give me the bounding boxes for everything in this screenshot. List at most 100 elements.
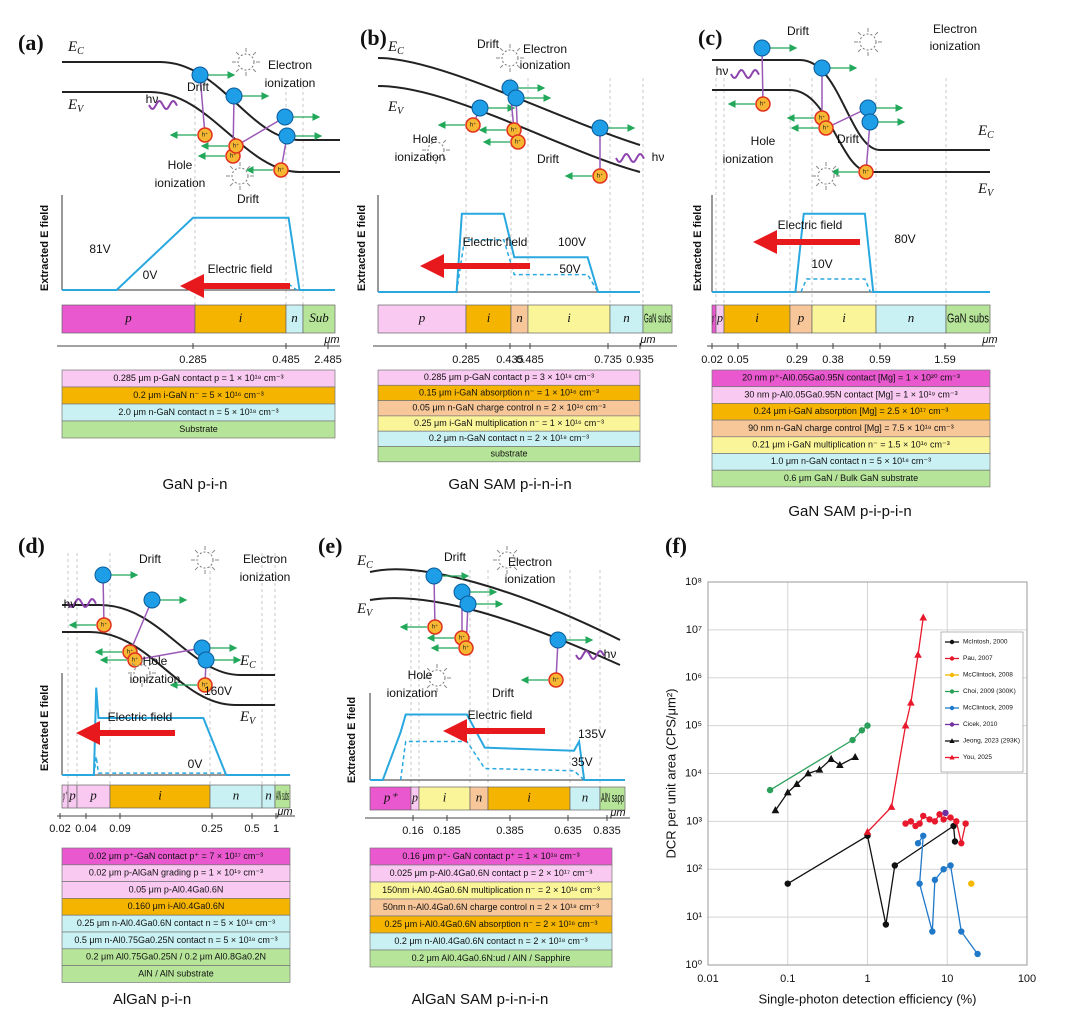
table-row xyxy=(369,949,613,968)
field-label: Electric field xyxy=(208,262,273,276)
carrier-link xyxy=(134,647,203,661)
electron xyxy=(191,66,209,84)
panel-caption: GaN p-i-n xyxy=(162,476,227,493)
hole xyxy=(858,164,874,180)
position-tick-label: 0.835 xyxy=(593,825,621,837)
position-tick-label: 0.285 xyxy=(179,354,207,366)
band-annotation: hν xyxy=(716,64,729,78)
electron xyxy=(143,591,161,609)
data-point xyxy=(929,928,936,935)
hole-symbol: h⁺ xyxy=(819,115,826,122)
band-annotation: hν xyxy=(652,150,665,164)
band-subscript: V xyxy=(77,104,85,115)
band-annotation: Electron xyxy=(933,22,977,36)
band-symbol: E xyxy=(67,97,77,113)
y-tick-label: 10⁸ xyxy=(685,576,702,588)
ionization-ray xyxy=(235,51,240,56)
ionization-event xyxy=(231,167,249,185)
data-point xyxy=(920,812,927,820)
hole xyxy=(96,617,112,633)
position-tick-label: 0.285 xyxy=(452,354,480,366)
band-annotation: Electron xyxy=(523,42,567,56)
field-profile-low xyxy=(800,278,872,293)
field-profile-low xyxy=(455,239,599,293)
table-row-text: 0.02 μm p-AlGaN grading p = 1 × 10¹⁹ cm⁻… xyxy=(89,868,263,878)
layer-label: p xyxy=(68,787,76,802)
data-point xyxy=(958,928,965,935)
x-axis-label: Single-photon detection efficiency (%) xyxy=(759,991,977,1006)
table-row-text: 0.2 μm i-GaN n⁻ = 5 × 10¹⁶ cm⁻³ xyxy=(133,390,263,400)
table-row-text: Substrate xyxy=(179,424,218,434)
layer-label: GaN subs xyxy=(644,310,671,325)
band-annotation: ionization xyxy=(930,39,981,53)
hole-symbol: h⁺ xyxy=(127,649,134,656)
carrier-link xyxy=(129,599,153,653)
ionization-ray xyxy=(499,47,504,52)
data-point xyxy=(858,727,866,734)
data-point xyxy=(962,820,969,827)
ionization-ray xyxy=(496,549,501,554)
legend-marker xyxy=(949,689,955,694)
data-point xyxy=(827,754,835,762)
y-tick-label: 10¹ xyxy=(686,911,702,923)
ionization-ray xyxy=(425,156,430,161)
data-point xyxy=(882,921,890,928)
layer-label: i xyxy=(567,310,571,325)
band-annotation: ionization xyxy=(155,176,206,190)
field-label: 80V xyxy=(894,232,915,246)
data-point xyxy=(864,722,871,729)
x-tick-label: 0.1 xyxy=(780,973,795,985)
data-point xyxy=(849,736,856,744)
field-label: 100V xyxy=(558,235,586,249)
x-tick-label: 0.01 xyxy=(697,973,718,985)
position-unit: μm xyxy=(276,806,292,818)
layer-label: i xyxy=(239,310,243,325)
hole-symbol: h⁺ xyxy=(432,624,439,631)
hole-symbol: h⁺ xyxy=(823,125,830,132)
position-tick-label: 0.485 xyxy=(516,354,544,366)
field-profile xyxy=(378,212,640,293)
position-tick-label: 0.05 xyxy=(727,354,748,366)
position-tick-label: 1 xyxy=(273,823,279,835)
band-label: EV xyxy=(239,709,257,727)
layer xyxy=(723,304,791,334)
position-tick-label: 0.435 xyxy=(496,354,524,366)
table-row-text: 0.24 μm i-GaN absorption [Mg] = 2.5 × 10… xyxy=(754,406,949,416)
position-tick-label: 0.485 xyxy=(272,354,300,366)
ionization-ray xyxy=(131,679,136,684)
hole-symbol: h⁺ xyxy=(202,682,209,689)
legend-label: McIntosh, 2000 xyxy=(963,639,1008,646)
data-point xyxy=(940,816,947,823)
data-point xyxy=(947,814,954,821)
ionization-event xyxy=(133,664,151,682)
data-point xyxy=(771,806,780,814)
electron xyxy=(197,651,215,669)
band-annotation: hν xyxy=(146,92,159,106)
legend-marker xyxy=(949,672,955,678)
band-symbol: E xyxy=(356,601,366,617)
band-annotation: Drift xyxy=(237,192,260,206)
electron xyxy=(278,127,296,145)
table-row-text: 50nm n-Al0.4Ga0.6N charge control n = 2 … xyxy=(383,902,599,912)
hole xyxy=(465,117,481,133)
layer xyxy=(377,304,467,334)
table-row xyxy=(711,469,991,488)
legend-label: McClintock, 2009 xyxy=(963,705,1013,712)
data-point xyxy=(942,809,949,817)
electron xyxy=(591,119,609,137)
layer-label: i xyxy=(158,787,162,802)
hole-symbol: h⁺ xyxy=(515,139,522,146)
electron xyxy=(94,566,112,584)
band-subscript: C xyxy=(366,560,373,571)
layer-label: p xyxy=(418,310,426,325)
y-axis-label: Extracted E field xyxy=(356,205,368,291)
table-row-text: 0.21 μm i-GaN multiplication n⁻ = 1.5 × … xyxy=(752,440,949,450)
field-label: 0V xyxy=(188,757,203,771)
data-point xyxy=(931,818,939,825)
ionization-ray xyxy=(235,68,240,73)
hole-symbol: h⁺ xyxy=(470,122,477,129)
valence-band xyxy=(62,631,275,706)
table-row-text: substrate xyxy=(490,449,527,459)
layer xyxy=(274,784,291,809)
